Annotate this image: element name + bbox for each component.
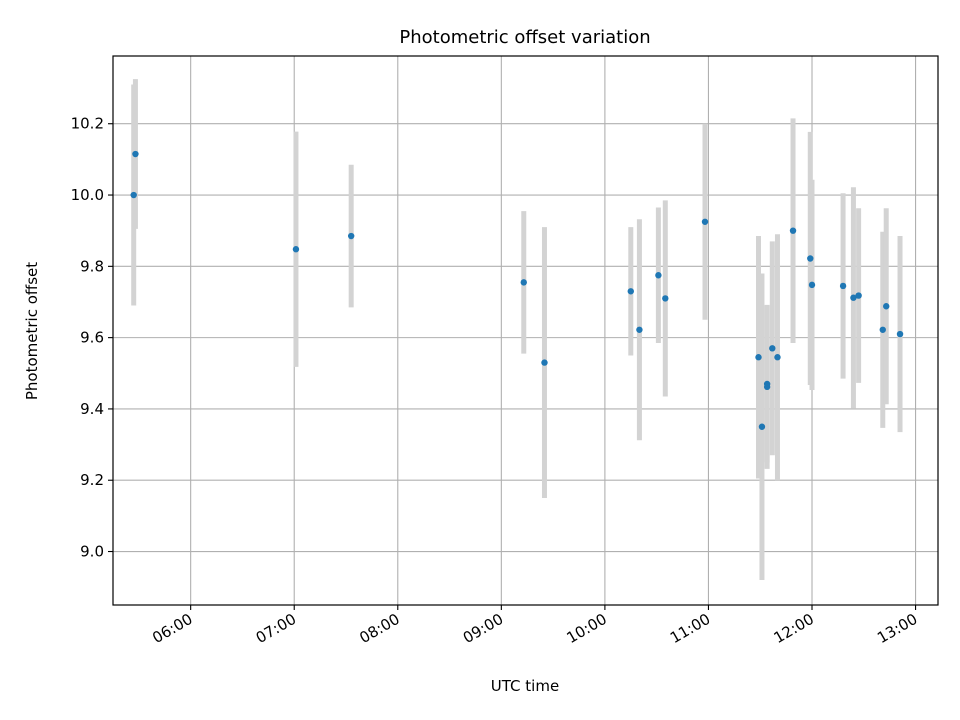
- plot-frame: [112, 55, 939, 606]
- data-point: [132, 150, 139, 158]
- data-point: [655, 272, 662, 279]
- data-point: [769, 345, 776, 352]
- y-tick-label: 9.8: [80, 257, 104, 275]
- y-tick-label: 9.6: [80, 329, 104, 347]
- data-point: [541, 359, 548, 366]
- data-point: [758, 423, 766, 430]
- data-point: [896, 330, 904, 338]
- data-point: [789, 227, 797, 234]
- data-point: [755, 354, 762, 361]
- data-point: [627, 288, 634, 295]
- data-point: [855, 292, 862, 299]
- y-tick-label: 10.2: [71, 115, 104, 133]
- data-point: [774, 354, 781, 361]
- data-point: [850, 294, 857, 301]
- data-point: [883, 303, 890, 310]
- data-point: [807, 255, 814, 262]
- y-axis: 9.0 9.2 9.4 9.6 9.8 10.0 10.2: [71, 115, 113, 561]
- y-axis-label: Photometric offset: [23, 262, 41, 400]
- data-point: [701, 218, 709, 225]
- data-point: [636, 326, 643, 333]
- data-point: [839, 282, 847, 290]
- y-tick-label: 9.4: [80, 400, 104, 418]
- data-point: [347, 232, 355, 240]
- data-points: [130, 150, 904, 430]
- data-point: [292, 246, 300, 253]
- data-point: [879, 326, 886, 333]
- y-tick-label: 9.2: [80, 471, 104, 489]
- data-point: [662, 295, 669, 302]
- data-point: [130, 191, 137, 199]
- chart-title: Photometric offset variation: [399, 27, 650, 48]
- x-axis-label: UTC time: [491, 677, 559, 695]
- y-tick-label: 10.0: [71, 186, 104, 204]
- y-tick-label: 9.0: [80, 543, 104, 561]
- data-point: [808, 281, 816, 289]
- data-point: [763, 383, 771, 391]
- data-point: [520, 279, 527, 286]
